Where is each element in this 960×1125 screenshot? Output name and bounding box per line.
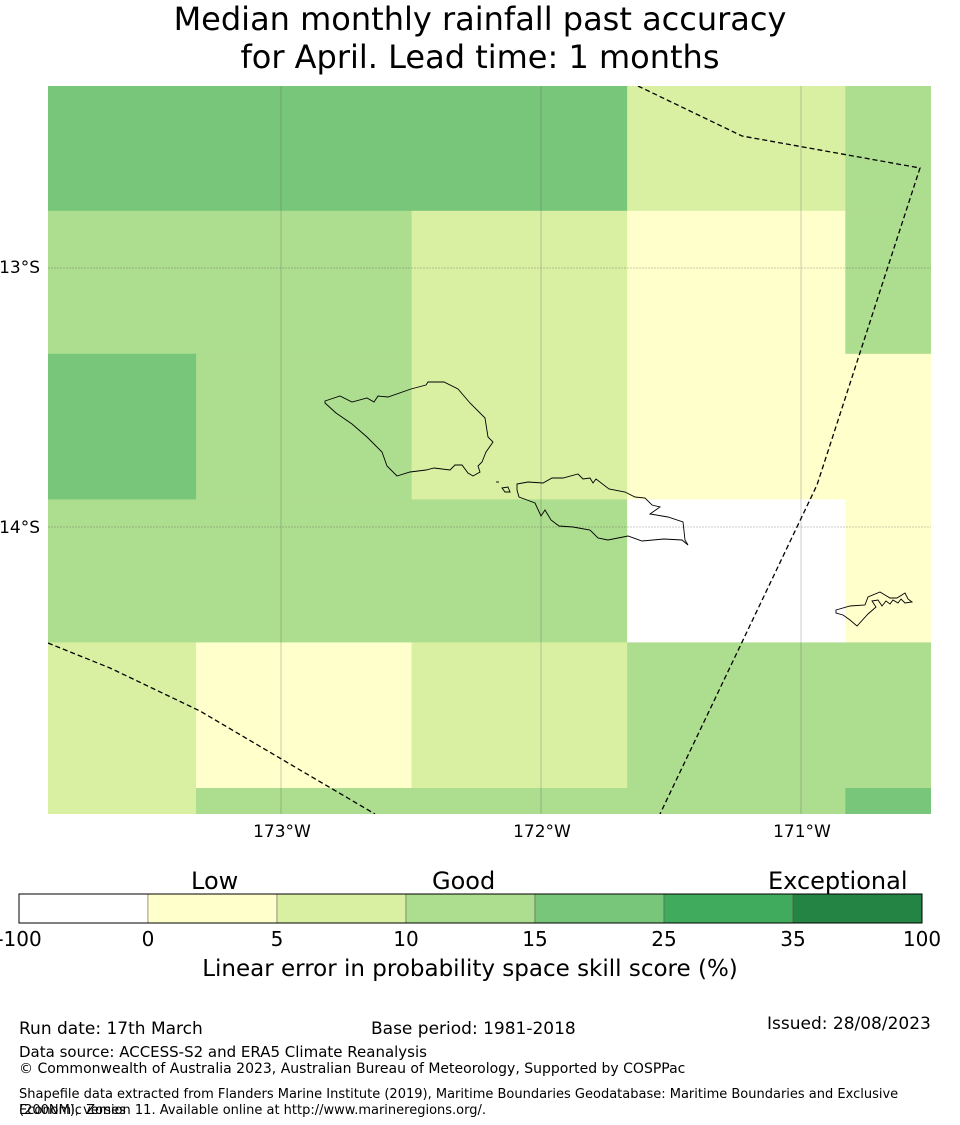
eez-boundary-east	[637, 86, 921, 814]
colorbar-swatch-4	[534, 893, 665, 924]
colorbar-swatch-6	[792, 893, 923, 924]
colorbar-tick-label: 0	[142, 927, 155, 951]
legend-category-low: Low	[191, 867, 239, 895]
data-source: Data source: ACCESS-S2 and ERA5 Climate …	[19, 1043, 427, 1061]
legend-category-good: Good	[432, 867, 496, 895]
grid-cell-5	[627, 210, 846, 355]
colorbar-tick-label: 25	[651, 927, 676, 951]
map-title-line-1: Median monthly rainfall past accuracy	[173, 0, 787, 38]
rainfall-accuracy-map: 13°S 14°S 173°W 172°W 171°W	[0, 86, 931, 842]
legend-category-exceptional: Exceptional	[768, 867, 908, 895]
lon-label-171w: 171°W	[773, 822, 831, 842]
lon-label-172w: 172°W	[513, 822, 571, 842]
grid-cell-3	[48, 210, 413, 355]
savaii-island-outline	[324, 381, 494, 477]
colorbar-tick-label: 100	[903, 927, 941, 951]
shapefile-credit-line-1: Shapefile data extracted from Flanders M…	[19, 1087, 899, 1118]
upolu-island-outline	[516, 473, 689, 546]
lat-label-13s: 13°S	[0, 258, 40, 278]
grid-cell-4	[411, 210, 628, 355]
colorbar-frame	[18, 893, 923, 924]
base-period: Base period: 1981-2018	[371, 1019, 576, 1039]
coastlines	[324, 381, 914, 627]
grid-cell-2	[845, 86, 931, 212]
eez-boundaries	[48, 86, 921, 814]
grid-cell-14	[48, 642, 197, 814]
grid-cell-16	[411, 642, 628, 789]
colorbar-swatch-0	[18, 893, 149, 924]
colorbar-swatch-2	[276, 893, 407, 924]
colorbar-tick-label: 35	[780, 927, 805, 951]
grid-cell-10	[627, 353, 931, 500]
legend-colorbar: -100 0 5 10 15 25 35 100	[0, 893, 941, 951]
colorbar-swatch-5	[663, 893, 794, 924]
grid-cell-20	[845, 788, 931, 814]
colorbar-tick-label: 15	[522, 927, 547, 951]
copyright-notice: © Commonwealth of Australia 2023, Austra…	[19, 1061, 686, 1077]
shapefile-credit-line-2: (200NM), version 11. Available online at…	[19, 1103, 487, 1118]
colorbar-tick-label: -100	[0, 927, 42, 951]
apolima-islet-outline	[501, 486, 511, 493]
run-date: Run date: 17th March	[19, 1019, 203, 1039]
grid-cell-18	[627, 642, 931, 789]
grid-cell-19	[627, 788, 846, 814]
grid-cell-13	[845, 499, 931, 643]
colorbar-tick-label: 10	[393, 927, 418, 951]
grid-cell-15	[196, 642, 413, 789]
grid-cell-6	[845, 210, 931, 355]
legend-axis-label: Linear error in probability space skill …	[202, 956, 738, 982]
tutuila-island-outline	[835, 591, 914, 627]
lat-label-14s: 14°S	[0, 518, 40, 538]
grid-cell-9	[411, 353, 628, 500]
issued-date: Issued: 28/08/2023	[767, 1014, 931, 1034]
skill-grid-cells	[48, 86, 931, 814]
grid-cell-17	[196, 788, 628, 814]
colorbar-swatch-3	[405, 893, 536, 924]
map-title-line-2: for April. Lead time: 1 months	[240, 38, 720, 76]
colorbar-tick-label: 5	[271, 927, 284, 951]
grid-cell-11	[48, 499, 628, 643]
grid-cell-8	[196, 353, 413, 500]
grid-cell-0	[48, 86, 628, 212]
colorbar-swatch-1	[147, 893, 278, 924]
grid-cell-7	[48, 353, 197, 500]
grid-cell-12	[627, 499, 846, 643]
graticule	[48, 86, 931, 814]
lon-label-173w: 173°W	[253, 822, 311, 842]
eez-boundary-southwest	[48, 642, 376, 814]
